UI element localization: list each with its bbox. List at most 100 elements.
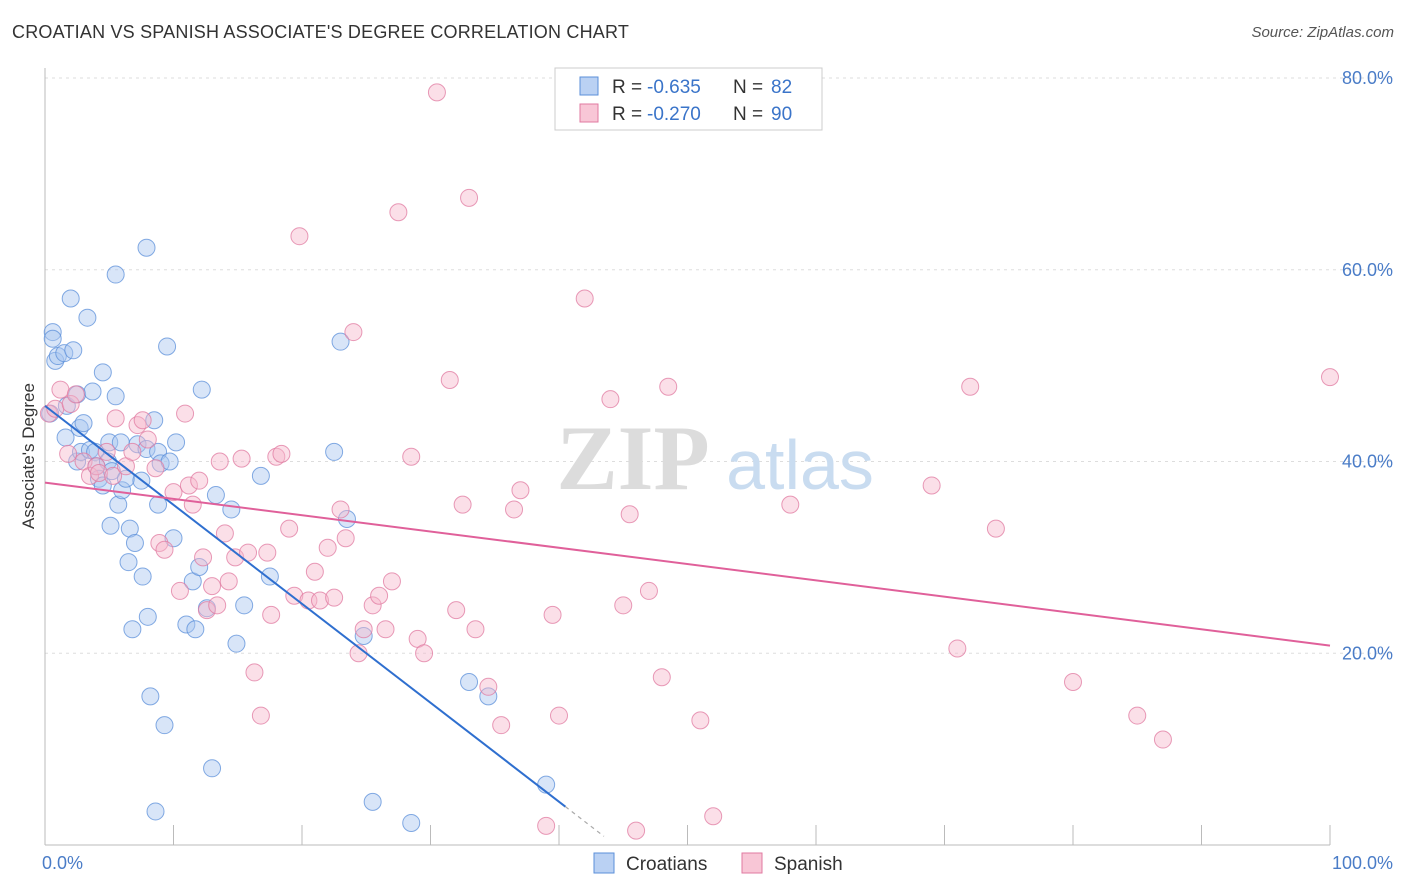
stats-swatch-spanish (579, 103, 599, 123)
spanish-point-59 (382, 572, 401, 591)
spanish-point-31 (210, 452, 229, 471)
croatians-point-22 (93, 363, 112, 382)
croatians-point-58 (192, 380, 211, 399)
croatians-point-11 (68, 452, 87, 471)
watermark-zip: ZIP (556, 407, 709, 509)
spanish-point-58 (376, 620, 395, 639)
watermark: ZIP atlas (556, 407, 874, 509)
croatians-point-2 (43, 329, 62, 348)
stats-legend-box (554, 67, 823, 131)
spanish-trend-line (44, 481, 1331, 647)
croatians-point-41 (137, 440, 156, 459)
croatians-trend-line (44, 405, 567, 808)
source-label: Source: ZipAtlas.com (1251, 24, 1394, 41)
spanish-point-74 (537, 816, 556, 835)
spanish-point-29 (203, 577, 222, 596)
spanish-point-21 (164, 483, 183, 502)
croatians-point-33 (119, 553, 138, 572)
croatians-point-62 (222, 500, 241, 519)
croatians-point-74 (479, 687, 498, 706)
stats-r-value-0: -0.635 (647, 77, 701, 98)
croatians-point-54 (177, 615, 196, 634)
x-tick-label-max: 100.0% (1332, 853, 1393, 873)
spanish-point-38 (251, 706, 270, 725)
spanish-point-64 (427, 83, 446, 102)
trend-lines (44, 405, 1331, 837)
spanish-point-81 (627, 821, 646, 840)
spanish-point-22 (170, 581, 189, 600)
spanish-point-63 (415, 644, 434, 663)
spanish-point-5 (66, 385, 85, 404)
spanish-point-88 (922, 476, 941, 495)
croatians-point-64 (235, 596, 254, 615)
legend-swatch-spanish (741, 852, 763, 874)
croatians-point-71 (363, 792, 382, 811)
spanish-point-17 (138, 430, 157, 449)
spanish-point-73 (511, 481, 530, 500)
croatians-point-49 (155, 716, 174, 735)
spanish-point-51 (331, 500, 350, 519)
spanish-point-4 (61, 394, 80, 413)
spanish-point-65 (440, 371, 459, 390)
spanish-point-20 (155, 540, 174, 559)
spanish-point-89 (948, 639, 967, 658)
y-tick-label-80: 80.0% (1342, 68, 1393, 88)
spanish-point-23 (176, 404, 195, 423)
spanish-point-49 (318, 538, 337, 557)
spanish-point-77 (575, 289, 594, 308)
spanish-point-12 (106, 409, 125, 428)
croatians-point-28 (106, 387, 125, 406)
spanish-point-11 (104, 466, 123, 485)
spanish-point-86 (704, 807, 723, 826)
spanish-point-15 (128, 416, 147, 435)
spanish-point-30 (208, 596, 227, 615)
stats-r-value-1: -0.270 (647, 104, 701, 125)
x-tick-label-min: 0.0% (42, 853, 83, 873)
croatians-point-36 (125, 533, 144, 552)
croatians-point-1 (43, 323, 62, 342)
spanish-point-78 (601, 390, 620, 409)
stats-r-label-1: R = (612, 104, 642, 125)
croatians-point-15 (78, 308, 97, 327)
spanish-point-28 (197, 601, 216, 620)
croatians-point-61 (206, 486, 225, 505)
spanish-point-57 (370, 586, 389, 605)
spanish-point-70 (479, 677, 498, 696)
croatians-point-73 (460, 673, 479, 692)
spanish-point-16 (133, 411, 152, 430)
croatians-trend-extension (565, 806, 605, 837)
croatians-point-60 (203, 759, 222, 778)
spanish-point-56 (363, 596, 382, 615)
spanish-point-83 (652, 668, 671, 687)
data-points (39, 83, 1339, 840)
spanish-point-26 (190, 471, 209, 490)
spanish-point-52 (336, 529, 355, 548)
stats-r-label-0: R = (612, 77, 642, 98)
legend-label-spanish: Spanish (774, 854, 843, 875)
spanish-point-9 (89, 464, 108, 483)
y-tick-label-60: 60.0% (1342, 260, 1393, 280)
legend-label-croatians: Croatians (626, 854, 707, 875)
stats-n-value-0: 82 (771, 77, 792, 98)
spanish-point-85 (691, 711, 710, 730)
spanish-point-18 (146, 459, 165, 478)
croatians-point-45 (146, 802, 165, 821)
watermark-atlas: atlas (726, 426, 874, 504)
croatians-point-14 (74, 414, 93, 433)
spanish-point-24 (179, 476, 198, 495)
croatians-point-34 (120, 519, 139, 538)
spanish-point-91 (986, 519, 1005, 538)
spanish-point-25 (183, 495, 202, 514)
chart-title: CROATIAN VS SPANISH ASSOCIATE'S DEGREE C… (12, 22, 630, 42)
stats-n-value-1: 90 (771, 104, 792, 125)
croatians-point-70 (354, 626, 373, 645)
stats-legend: R = -0.635 N = 82 R = -0.270 N = 90 (554, 67, 823, 131)
spanish-point-94 (1153, 730, 1172, 749)
y-axis-label: Associate's Degree (19, 383, 38, 529)
croatians-point-29 (109, 495, 128, 514)
spanish-point-42 (272, 444, 291, 463)
spanish-point-47 (305, 562, 324, 581)
croatians-point-72 (402, 813, 421, 832)
croatians-point-48 (151, 454, 170, 473)
croatians-point-31 (113, 481, 132, 500)
